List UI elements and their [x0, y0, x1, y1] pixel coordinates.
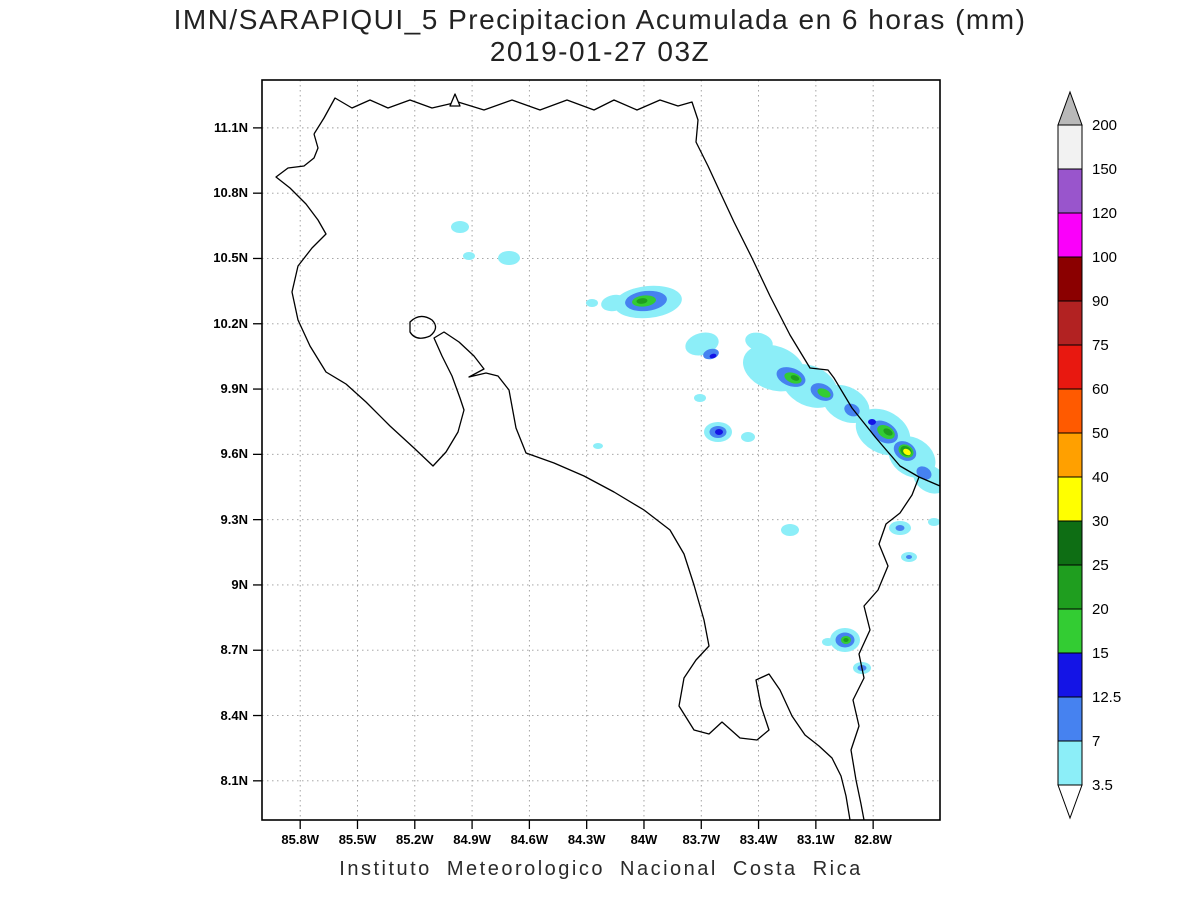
colorbar-band — [1057, 476, 1083, 522]
precip-blob — [694, 394, 706, 402]
figure-caption: Instituto Meteorologico Nacional Costa R… — [339, 858, 863, 880]
lon-tick-label: 84.6W — [510, 832, 549, 847]
colorbar-label: 100 — [1092, 249, 1117, 266]
colorbar-band — [1057, 564, 1083, 610]
lat-tick-label: 9.3N — [220, 511, 248, 527]
precip-blob — [715, 429, 723, 435]
colorbar-band — [1057, 740, 1083, 786]
lon-tick-label: 83.4W — [739, 832, 778, 847]
colorbar-label: 30 — [1092, 513, 1109, 530]
lon-tick-label: 84.3W — [567, 832, 606, 847]
precip-blob — [906, 555, 912, 559]
precip-blob — [790, 375, 800, 381]
precip-blob — [895, 525, 905, 531]
colorbar-label: 3.5 — [1092, 777, 1113, 794]
lon-tick-label: 82.8W — [854, 832, 892, 847]
colorbar-band — [1057, 432, 1083, 478]
colorbar-label: 90 — [1092, 293, 1109, 310]
precip-blob — [586, 299, 598, 307]
lon-tick-label: 85.2W — [395, 832, 434, 847]
colorbar-label: 75 — [1092, 337, 1109, 354]
precip-blob — [498, 251, 520, 265]
colorbar-label: 60 — [1092, 381, 1109, 398]
lake-island-triangle — [449, 93, 461, 107]
coastline-layer — [275, 93, 940, 820]
lat-tick-label: 9.6N — [220, 446, 248, 462]
precip-blob — [928, 518, 940, 526]
precip-blob — [843, 638, 849, 642]
lat-tick-label: 10.2N — [213, 315, 248, 331]
colorbar-band — [1057, 212, 1083, 258]
colorbar-band — [1057, 168, 1083, 214]
lon-tick-label: 83.7W — [682, 832, 721, 847]
precip-blob — [883, 428, 893, 436]
colorbar-label: 25 — [1092, 557, 1109, 574]
island-isla-chira — [409, 315, 437, 339]
colorbar-band — [1057, 256, 1083, 302]
lat-tick-label: 9N — [231, 576, 248, 592]
precip-blob — [451, 221, 469, 233]
colorbar-arrow-top — [1057, 90, 1083, 126]
axis-ticks-layer — [253, 127, 874, 829]
colorbar-label: 120 — [1092, 205, 1117, 222]
colorbar-band — [1057, 608, 1083, 654]
colorbar-label: 20 — [1092, 601, 1109, 618]
precip-blob — [593, 443, 603, 449]
colorbar-label: 15 — [1092, 645, 1109, 662]
colorbar-label: 40 — [1092, 469, 1109, 486]
figure-title-line1: IMN/SARAPIQUI_5 Precipitacion Acumulada … — [173, 4, 1027, 35]
lon-tick-label: 83.1W — [797, 832, 835, 847]
precip-blob — [636, 298, 648, 304]
precip-blob — [709, 353, 717, 359]
pacific-coastline — [275, 133, 851, 820]
lon-tick-label: 85.5W — [338, 832, 377, 847]
lat-tick-label: 11.1N — [214, 119, 248, 135]
colorbar-band — [1057, 300, 1083, 346]
colorbar-band — [1057, 344, 1083, 390]
precip-blob — [903, 448, 911, 456]
grid-layer — [262, 80, 940, 820]
precip-blob — [463, 252, 475, 260]
colorbar-label: 7 — [1092, 733, 1100, 750]
map-canvas — [253, 79, 941, 829]
colorbar-label: 150 — [1092, 161, 1117, 178]
colorbar-band — [1057, 696, 1083, 742]
colorbar-label: 200 — [1092, 117, 1117, 134]
lat-tick-label: 10.8N — [213, 185, 248, 201]
precipitation-layer — [451, 221, 940, 674]
colorbar: 200 150 120 100 90 75 60 50 40 30 25 20 15 12.5 7 3.5 — [1057, 90, 1121, 820]
lat-tick-label: 8.1N — [220, 772, 248, 788]
precip-blob — [817, 388, 831, 398]
lon-tick-label: 84.9W — [453, 832, 491, 847]
map-frame — [261, 79, 941, 821]
lon-tick-label: 85.8W — [281, 832, 319, 847]
lat-tick-label: 9.9N — [220, 381, 248, 397]
lat-tick-label: 8.4N — [220, 707, 248, 723]
precip-blob — [916, 466, 932, 480]
precip-blob — [741, 432, 755, 442]
lon-tick-label: 84W — [630, 832, 658, 847]
lat-tick-label: 10.5N — [213, 250, 248, 266]
colorbar-band — [1057, 124, 1083, 170]
colorbar-band — [1057, 652, 1083, 698]
lat-tick-label: 8.7N — [220, 642, 248, 658]
precip-blob — [781, 524, 799, 536]
colorbar-arrow-bottom — [1057, 784, 1083, 820]
nicaragua-border-caribbean-coast — [313, 97, 940, 487]
colorbar-label: 12.5 — [1092, 689, 1121, 706]
figure-title-line2: 2019-01-27 03Z — [489, 36, 711, 67]
panama-border — [850, 476, 920, 820]
precip-blob — [868, 419, 876, 425]
colorbar-label: 50 — [1092, 425, 1109, 442]
colorbar-band — [1057, 520, 1083, 566]
colorbar-band — [1057, 388, 1083, 434]
